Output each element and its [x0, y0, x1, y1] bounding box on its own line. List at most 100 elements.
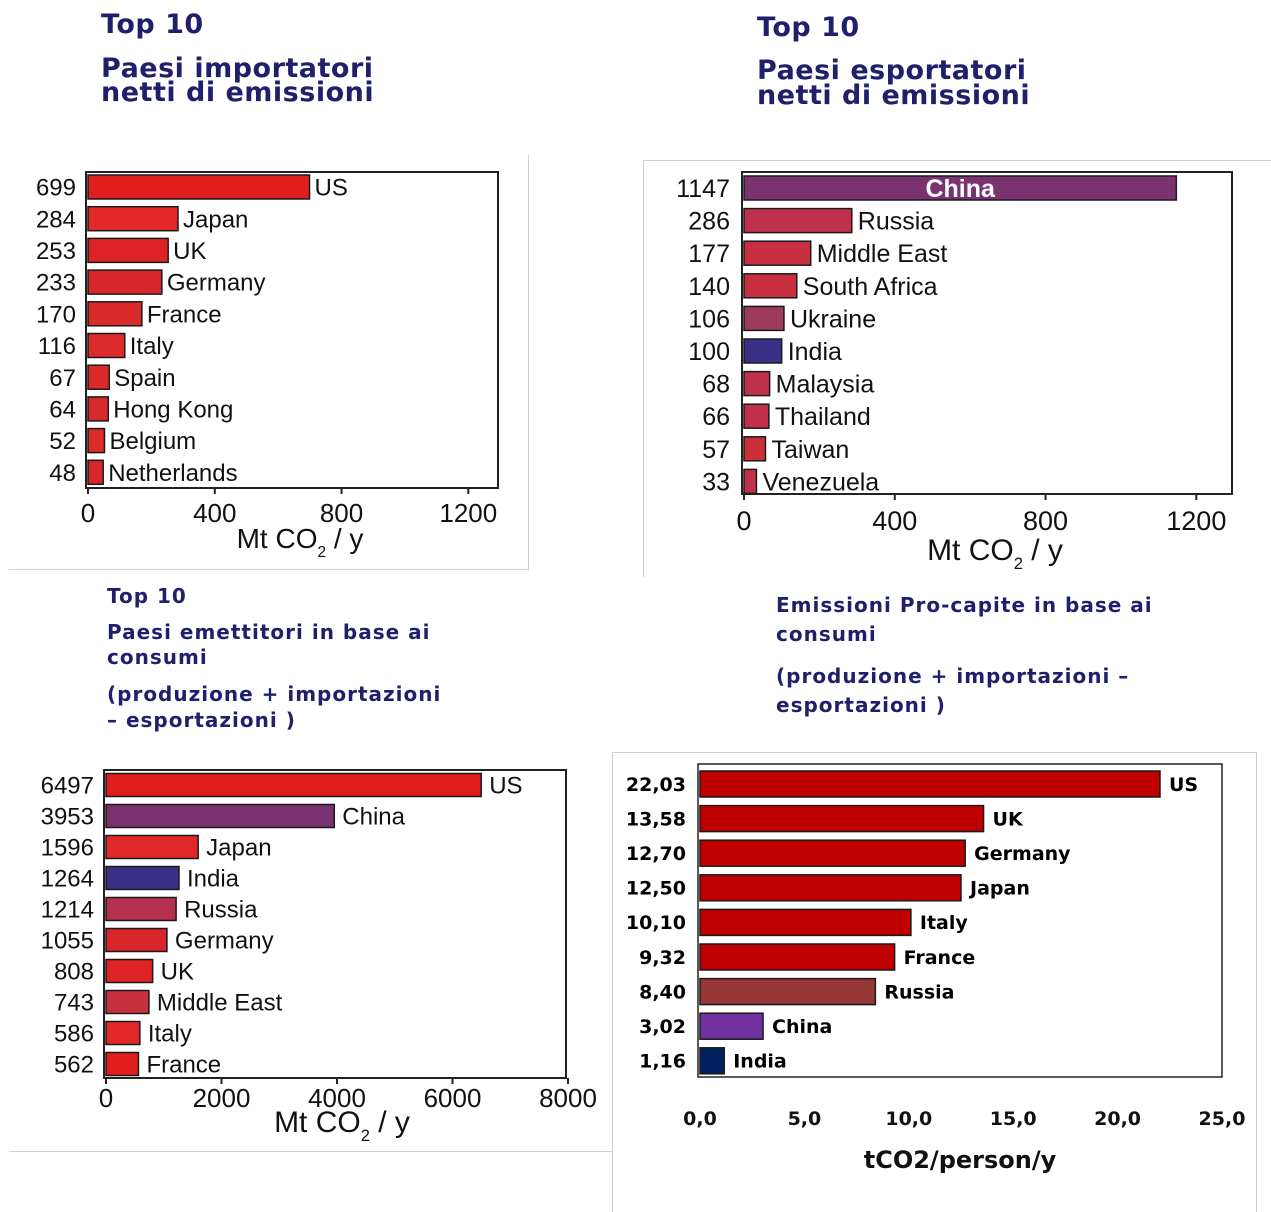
value-label: 177 [688, 240, 730, 268]
bar-japan [699, 874, 962, 902]
value-label: 12,70 [626, 843, 686, 865]
chart1-title-top: Top 10 [101, 9, 204, 40]
x-tick-label: 0 [736, 506, 751, 536]
chart3-title-line3: (produzione + importazioni [107, 682, 442, 706]
x-axis-label: Mt CO2 / y [274, 1106, 410, 1145]
category-label: China [925, 175, 996, 203]
category-label: Russia [858, 208, 935, 236]
bar-france [699, 943, 896, 971]
x-tick-label: 400 [872, 506, 917, 536]
category-label: Malaysia [776, 371, 875, 399]
x-axis-label-unit: / y [370, 1106, 410, 1139]
category-label: Venezuela [762, 468, 879, 496]
value-label: 253 [36, 238, 76, 265]
chart4-title-line3: (produzione + importazioni – [776, 664, 1130, 688]
x-axis-label-subscript: 2 [1014, 555, 1023, 573]
category-label: Italy [920, 912, 968, 934]
category-label: US [315, 175, 348, 202]
plot-frame [103, 769, 567, 1079]
x-tick-label: 4000 [308, 1083, 366, 1113]
value-label: 1055 [41, 928, 94, 955]
bar-germany [699, 839, 966, 867]
category-label: Middle East [157, 990, 283, 1017]
bar-india [743, 338, 783, 364]
category-label: South Africa [803, 273, 938, 301]
category-label: China [342, 804, 405, 831]
category-label: Japan [183, 206, 248, 233]
value-label: 1,16 [639, 1051, 686, 1073]
category-label: Italy [130, 333, 174, 360]
category-label: US [489, 773, 522, 800]
chart4-title-line1: Emissioni Pro-capite in base ai [776, 593, 1153, 617]
category-label: Italy [148, 1021, 192, 1048]
bar-us [105, 772, 482, 798]
x-tick-label: 5,0 [788, 1108, 822, 1130]
chart2-title-line2: netti di emissioni [757, 80, 1031, 111]
x-tick-label: 10,0 [885, 1108, 932, 1130]
bar-germany [105, 927, 168, 953]
value-label: 699 [36, 175, 76, 202]
category-label: Germany [974, 843, 1071, 865]
x-tick-label: 8000 [539, 1083, 597, 1113]
chart3-title-line2: consumi [107, 645, 208, 669]
x-axis-label: tCO2/person/y [864, 1146, 1057, 1174]
x-axis-label-main: Mt CO [927, 534, 1014, 567]
bar-russia [699, 977, 877, 1006]
value-label: 586 [54, 1021, 94, 1048]
bar-china [105, 803, 336, 829]
value-label: 100 [688, 338, 730, 366]
bar-japan [87, 205, 179, 232]
x-tick-label: 800 [1023, 506, 1068, 536]
bar-uk [87, 237, 169, 264]
bar-france [87, 301, 143, 327]
plot-frame [697, 763, 1223, 1078]
value-label: 12,50 [626, 878, 686, 900]
bar-india [699, 1047, 725, 1075]
value-label: 52 [49, 428, 76, 455]
category-label: France [904, 947, 976, 969]
category-label: Netherlands [108, 460, 237, 487]
value-label: 808 [54, 959, 94, 986]
chart1-title-line1: Paesi importatori [101, 53, 374, 84]
bar-belgium [87, 427, 106, 454]
chart3-title-top: Top 10 [107, 584, 187, 608]
bar-india [105, 865, 180, 891]
category-label: UK [173, 238, 206, 265]
x-axis-label: Mt CO2 / y [927, 534, 1063, 573]
value-label: 33 [702, 468, 730, 496]
x-tick-label: 0,0 [683, 1108, 717, 1130]
value-label: 170 [36, 301, 76, 328]
category-label: India [788, 338, 842, 366]
value-label: 233 [36, 270, 76, 297]
chart2-title-top: Top 10 [757, 12, 860, 43]
x-tick-label: 15,0 [990, 1108, 1037, 1130]
value-label: 140 [688, 273, 730, 301]
value-label: 3,02 [639, 1016, 686, 1038]
value-label: 13,58 [626, 808, 686, 830]
category-label: Germany [167, 270, 266, 297]
x-axis-label-subscript: 2 [361, 1127, 370, 1145]
bar-germany [87, 269, 163, 295]
chart3-title-line4: – esportazioni ) [107, 708, 296, 732]
value-label: 22,03 [626, 774, 686, 796]
category-label: France [146, 1052, 221, 1079]
value-label: 286 [688, 208, 730, 236]
x-axis-label-subscript: 2 [317, 544, 326, 561]
x-tick-label: 6000 [424, 1083, 482, 1113]
bar-france [105, 1051, 140, 1077]
x-tick-label: 0 [99, 1083, 113, 1113]
category-label: UK [161, 959, 194, 986]
bar-middle-east [105, 989, 150, 1015]
category-label: France [147, 301, 222, 328]
category-label: Taiwan [771, 436, 849, 464]
category-label: Japan [968, 878, 1030, 900]
bar-us [699, 770, 1161, 798]
value-label: 66 [702, 403, 730, 431]
category-label: UK [993, 808, 1024, 830]
chart3-panel-bottom [9, 1151, 613, 1212]
chart2-title-line1: Paesi esportatori [757, 55, 1027, 86]
value-label: 284 [36, 206, 76, 233]
value-label: 6497 [41, 773, 94, 800]
